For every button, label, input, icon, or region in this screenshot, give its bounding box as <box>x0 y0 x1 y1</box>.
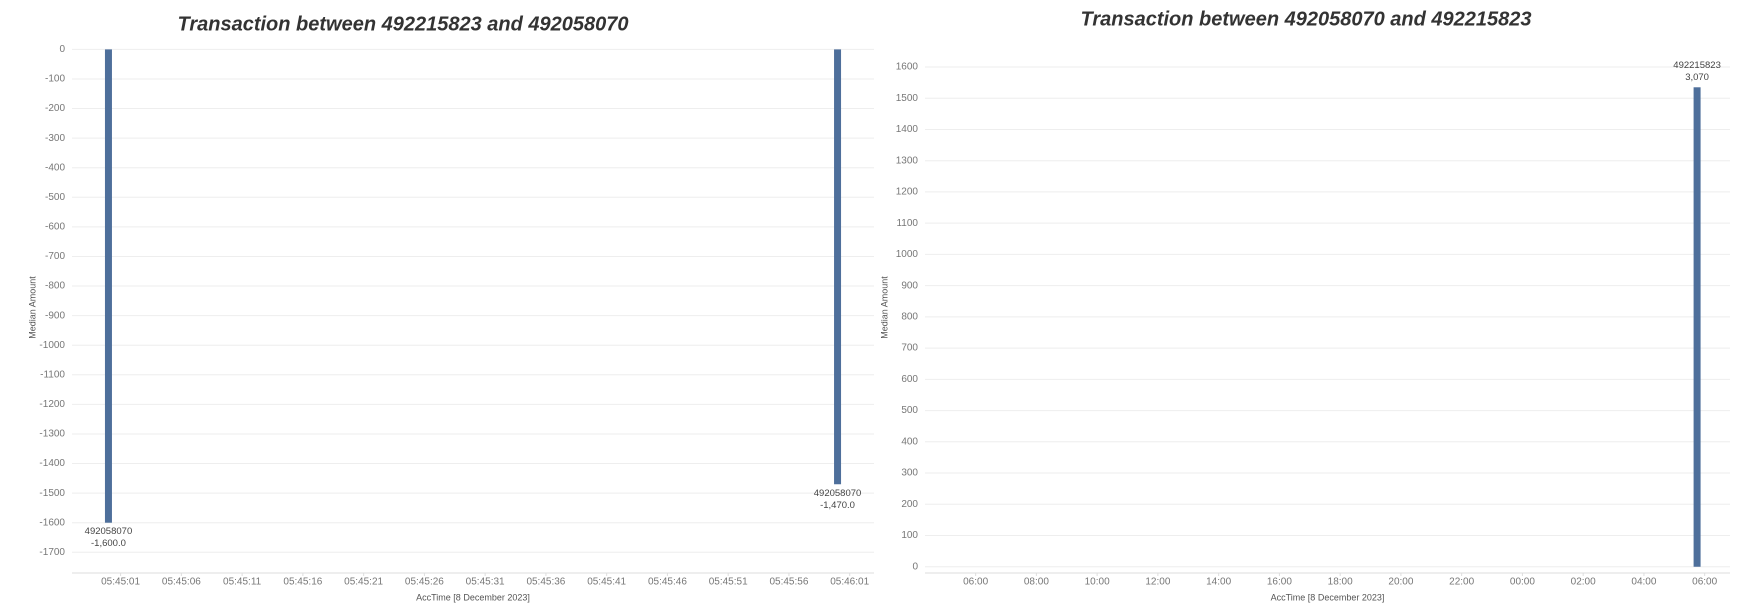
y-tick-label: -1400 <box>39 458 65 469</box>
y-tick-label: -1700 <box>39 547 65 558</box>
x-tick-label: 04:00 <box>1631 577 1656 588</box>
y-tick-label: 400 <box>901 436 918 447</box>
y-axis-label: Median Amount <box>27 276 37 339</box>
annotation: 3,070 <box>1685 72 1709 83</box>
x-tick-label: 10:00 <box>1085 577 1110 588</box>
y-tick-label: 1000 <box>896 249 919 260</box>
y-tick-label: -500 <box>45 192 65 203</box>
y-axis-label: Median Amount <box>879 276 889 339</box>
y-tick-label: -200 <box>45 103 65 114</box>
x-tick-label: 05:45:26 <box>405 577 444 588</box>
chart-title: Transaction between 492215823 and 492058… <box>177 13 628 35</box>
y-tick-label: -800 <box>45 281 65 292</box>
data-label-name: 492215823 <box>1673 60 1721 71</box>
y-tick-label: 1600 <box>896 62 919 73</box>
x-tick-label: 00:00 <box>1510 577 1535 588</box>
x-tick-label: 05:45:21 <box>344 577 383 588</box>
y-tick-label: 0 <box>59 44 65 55</box>
bar <box>834 49 842 485</box>
x-tick-label: 12:00 <box>1145 577 1170 588</box>
data-label-name: 492058070 <box>85 526 133 537</box>
x-tick-label: 05:45:56 <box>769 577 808 588</box>
x-tick-label: 05:45:46 <box>648 577 687 588</box>
y-tick-label: 100 <box>901 530 918 541</box>
x-tick-label: 20:00 <box>1388 577 1413 588</box>
y-tick-label: 1100 <box>896 218 918 229</box>
y-tick-label: 1200 <box>896 187 919 198</box>
y-tick-label: 200 <box>901 499 918 510</box>
y-tick-label: 1400 <box>896 124 919 135</box>
data-label: -1,470.0 <box>820 500 855 511</box>
x-tick-label: 06:00 <box>1692 577 1717 588</box>
y-tick-label: -400 <box>45 162 65 173</box>
x-tick-label: 05:45:31 <box>466 577 505 588</box>
y-tick-label: 800 <box>901 312 918 323</box>
bar <box>1693 87 1701 567</box>
x-tick-label: 18:00 <box>1328 577 1353 588</box>
x-tick-label: 05:45:01 <box>101 577 140 588</box>
y-tick-label: 500 <box>901 405 918 416</box>
x-tick-label: 16:00 <box>1267 577 1292 588</box>
x-axis-label: AccTime [8 December 2023] <box>416 592 530 602</box>
data-label: -1,600.0 <box>91 538 126 549</box>
y-tick-label: -100 <box>45 74 65 85</box>
y-tick-label: -1300 <box>39 429 65 440</box>
x-axis-label: AccTime [8 December 2023] <box>1271 592 1385 602</box>
y-tick-label: 0 <box>912 561 918 572</box>
y-tick-label: -1600 <box>39 517 65 528</box>
y-tick-label: 900 <box>901 280 918 291</box>
y-tick-label: 700 <box>901 343 918 354</box>
x-tick-label: 05:45:16 <box>283 577 322 588</box>
y-tick-label: -1200 <box>39 399 65 410</box>
y-tick-label: -600 <box>45 222 65 233</box>
x-tick-label: 05:45:06 <box>162 577 201 588</box>
chart-title: Transaction between 492058070 and 492215… <box>1080 8 1531 30</box>
bar <box>104 49 112 523</box>
x-tick-label: 22:00 <box>1449 577 1474 588</box>
x-tick-label: 05:45:51 <box>709 577 748 588</box>
y-tick-label: -1000 <box>39 340 65 351</box>
data-label-name: 492058070 <box>814 488 862 499</box>
x-tick-label: 06:00 <box>963 577 988 588</box>
x-tick-label: 05:45:41 <box>587 577 626 588</box>
x-tick-label: 05:45:11 <box>223 577 262 588</box>
y-tick-label: -700 <box>45 251 65 262</box>
x-tick-label: 14:00 <box>1206 577 1231 588</box>
y-tick-label: -300 <box>45 133 65 144</box>
y-tick-label: 1300 <box>896 155 919 166</box>
x-tick-label: 05:46:01 <box>830 577 869 588</box>
x-tick-label: 08:00 <box>1024 577 1049 588</box>
y-tick-label: -1100 <box>40 369 65 380</box>
y-tick-label: 1500 <box>896 93 919 104</box>
y-tick-label: -900 <box>45 310 65 321</box>
x-tick-label: 02:00 <box>1571 577 1596 588</box>
y-tick-label: 300 <box>901 468 918 479</box>
y-tick-label: -1500 <box>39 488 65 499</box>
x-tick-label: 05:45:36 <box>526 577 565 588</box>
y-tick-label: 600 <box>901 374 918 385</box>
